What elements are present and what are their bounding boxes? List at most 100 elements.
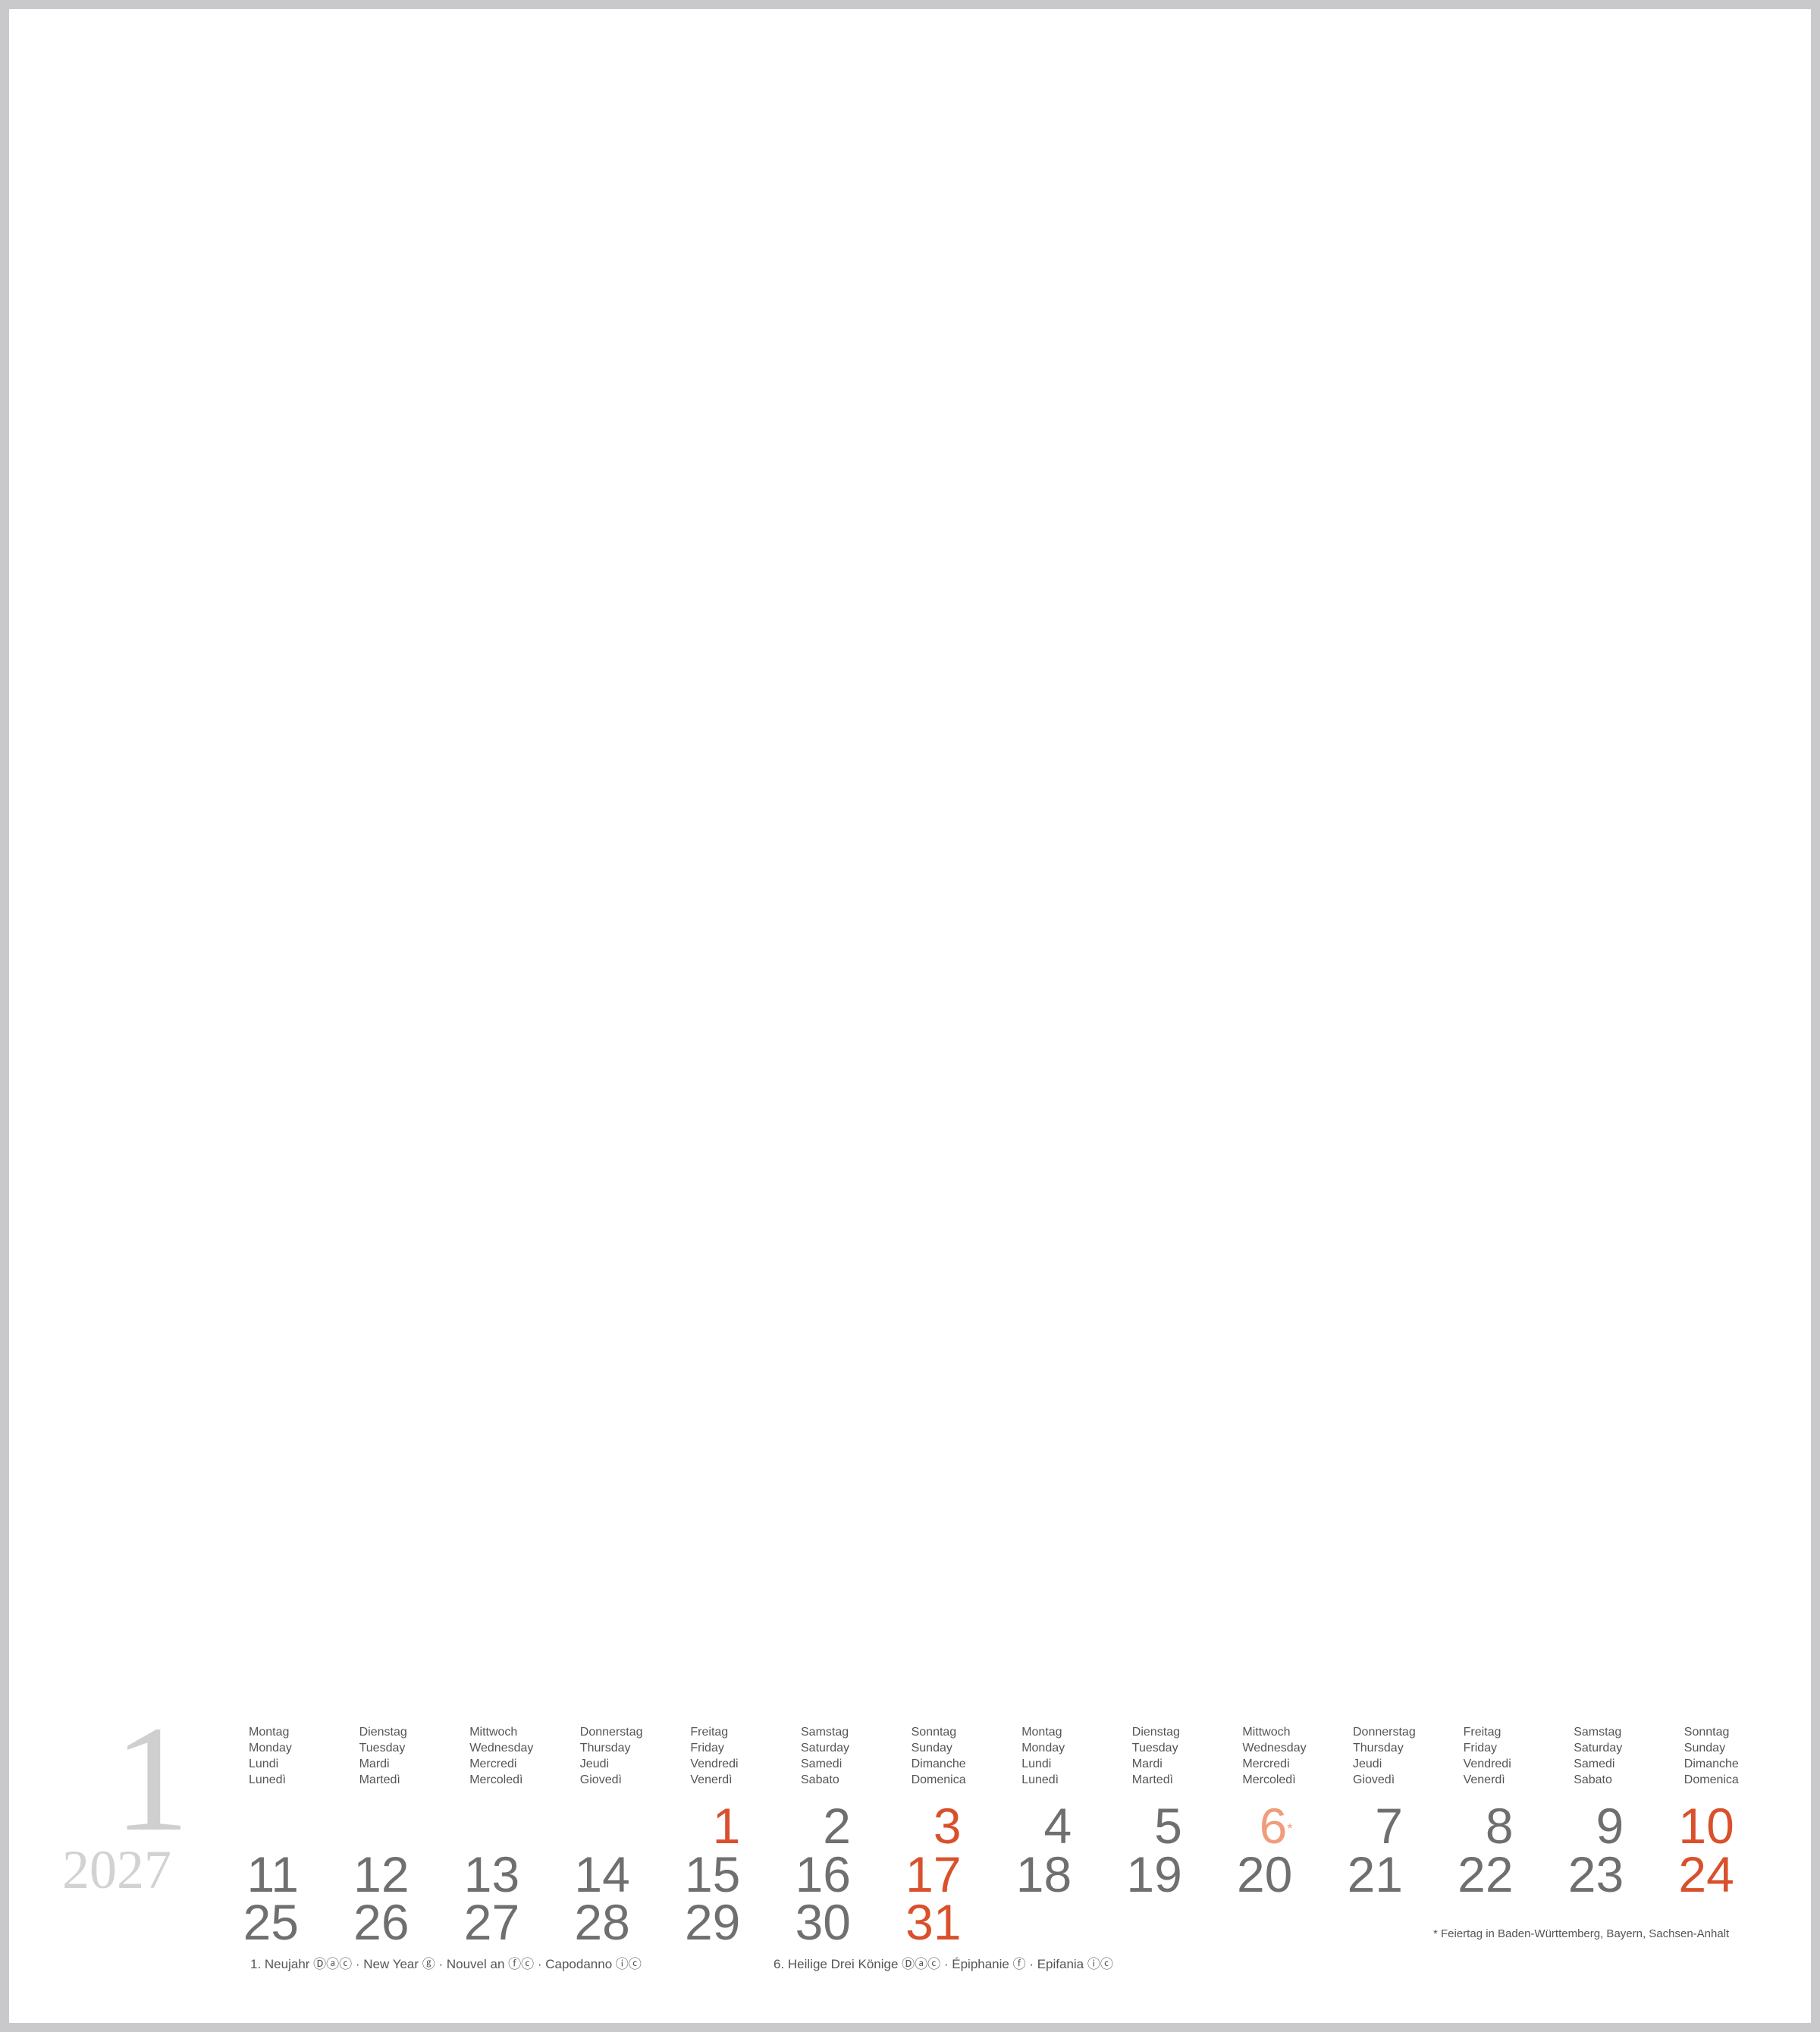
weekday-header: Donnerstag Thursday Jeudi Giovedì	[1353, 1724, 1416, 1788]
weekday-name: Samedi	[1574, 1758, 1615, 1770]
weekday-name: Montag	[249, 1726, 290, 1739]
weekday-name: Samedi	[801, 1758, 843, 1770]
weekday-name: Mercoledì	[469, 1773, 523, 1786]
weekday-name: Thursday	[579, 1742, 631, 1754]
day-number: 29	[684, 1894, 741, 1950]
day-cell: 10	[1643, 1801, 1734, 1851]
day-cell: 13	[428, 1849, 519, 1899]
day-number: 26	[353, 1894, 410, 1950]
weekday-name: Lunedì	[1021, 1773, 1059, 1786]
day-number: 15	[684, 1846, 741, 1902]
weekday-name: Thursday	[1353, 1742, 1404, 1754]
weekday-name: Donnerstag	[579, 1726, 643, 1739]
weekday-name: Domenica	[1684, 1773, 1739, 1786]
day-number: 13	[463, 1846, 520, 1902]
weekday-name: Jeudi	[579, 1758, 610, 1770]
day-number: 20	[1236, 1846, 1293, 1902]
day-cell: 31	[871, 1894, 962, 1950]
weekday-name: Sabato	[801, 1773, 839, 1786]
weekday-name: Vendredi	[690, 1758, 739, 1770]
day-number: 6	[1259, 1798, 1288, 1854]
weekday-name: Donnerstag	[1353, 1726, 1416, 1739]
day-cell: 7	[1312, 1801, 1403, 1851]
weekday-name: Martedì	[359, 1773, 400, 1786]
weekday-name: Mercredi	[469, 1758, 517, 1770]
weekday-name: Sonntag	[1684, 1726, 1730, 1739]
day-cell: 21	[1312, 1849, 1403, 1899]
day-number: 17	[905, 1846, 962, 1902]
weekday-name: Montag	[1021, 1726, 1062, 1739]
day-number: 21	[1347, 1846, 1403, 1902]
day-number: 9	[1596, 1798, 1624, 1854]
day-cell: 30	[760, 1897, 851, 1947]
day-cell: 18	[981, 1849, 1072, 1899]
day-number: 27	[463, 1894, 520, 1950]
day-cell: 24	[1643, 1849, 1734, 1899]
weekday-name: Jeudi	[1353, 1758, 1382, 1770]
weekday-name: Wednesday	[469, 1742, 534, 1754]
weekday-name: Martedì	[1131, 1773, 1174, 1786]
day-cell: 4	[981, 1801, 1072, 1851]
day-number: 22	[1458, 1846, 1514, 1902]
weekday-header: Dienstag Tuesday Mardi Martedì	[359, 1724, 407, 1788]
weekday-name: Friday	[690, 1742, 724, 1754]
weekday-name: Sonntag	[911, 1726, 957, 1739]
weekday-name: Mercoledì	[1242, 1773, 1296, 1786]
day-cell: 6*	[1201, 1798, 1293, 1854]
holiday-note-epiphany: 6. Heilige Drei Könige Ⓓⓐⓒ · Épiphanie ⓕ…	[774, 1957, 1113, 1971]
weekday-name: Dienstag	[359, 1726, 407, 1739]
weekday-header: Samstag Saturday Samedi Sabato	[801, 1724, 849, 1788]
day-cell: 17	[871, 1846, 962, 1902]
weekday-name: Giovedì	[579, 1773, 622, 1786]
day-cell: 27	[428, 1897, 519, 1947]
day-cell: 14	[539, 1846, 630, 1902]
weekday-name: Mittwoch	[469, 1726, 518, 1739]
weekday-name: Mittwoch	[1242, 1726, 1291, 1739]
day-number: 24	[1678, 1846, 1734, 1902]
weekday-name: Venerdì	[1463, 1773, 1505, 1786]
weekday-header: Mittwoch Wednesday Mercredi Mercoledì	[469, 1724, 533, 1788]
month-number: 1	[114, 1695, 190, 1863]
calendar-page: 1 2027 Montag Monday Lundi Lunedì Dienstag Tu…	[9, 9, 1811, 2023]
weekday-name: Mardi	[1131, 1758, 1163, 1770]
weekday-header: Freitag Friday Vendredi Venerdì	[1464, 1724, 1511, 1788]
day-number: 30	[795, 1894, 851, 1950]
day-cell: 2	[760, 1801, 851, 1851]
weekday-name: Lunedì	[249, 1773, 286, 1786]
day-number: 1	[712, 1798, 741, 1854]
weekday-name: Dienstag	[1131, 1726, 1180, 1739]
weekday-header: Freitag Friday Vendredi Venerdì	[690, 1724, 738, 1788]
weekday-name: Samstag	[1574, 1726, 1622, 1739]
weekday-name: Dimanche	[1684, 1758, 1739, 1770]
weekday-header: Mittwoch Wednesday Mercredi Mercoledì	[1242, 1724, 1306, 1788]
year-label: 2027	[62, 1839, 171, 1900]
day-number: 7	[1375, 1798, 1403, 1854]
weekday-name: Monday	[1021, 1742, 1065, 1754]
day-cell: 12	[318, 1846, 410, 1902]
day-cell: 8	[1423, 1801, 1514, 1851]
weekday-name: Saturday	[801, 1742, 850, 1754]
day-number: 12	[353, 1846, 410, 1902]
day-number: 14	[574, 1846, 630, 1902]
holiday-note-newyear: 1. Neujahr Ⓓⓐⓒ · New Year ⓖ · Nouvel an …	[250, 1957, 642, 1971]
day-number: 11	[246, 1846, 299, 1902]
day-number: 25	[243, 1894, 299, 1950]
weekday-name: Sunday	[911, 1742, 952, 1754]
day-cell: 22	[1423, 1846, 1514, 1902]
day-number: 31	[905, 1894, 962, 1950]
weekday-header: Sonntag Sunday Dimanche Domenica	[912, 1724, 966, 1788]
day-number: 28	[574, 1894, 630, 1950]
weekday-name: Wednesday	[1242, 1742, 1307, 1754]
day-cell: 5	[1091, 1801, 1182, 1851]
weekday-name: Saturday	[1574, 1742, 1623, 1754]
day-cell: 1	[649, 1798, 741, 1854]
weekday-name: Sunday	[1684, 1742, 1726, 1754]
weekday-header: Sonntag Sunday Dimanche Domenica	[1684, 1724, 1739, 1788]
day-cell: 26	[318, 1894, 410, 1950]
weekday-name: Lundi	[1021, 1758, 1052, 1770]
weekday-name: Giovedì	[1353, 1773, 1395, 1786]
day-cell: 11	[208, 1849, 299, 1899]
weekday-name: Vendredi	[1463, 1758, 1511, 1770]
day-number: 2	[823, 1798, 851, 1854]
weekday-header: Donnerstag Thursday Jeudi Giovedì	[580, 1724, 643, 1788]
